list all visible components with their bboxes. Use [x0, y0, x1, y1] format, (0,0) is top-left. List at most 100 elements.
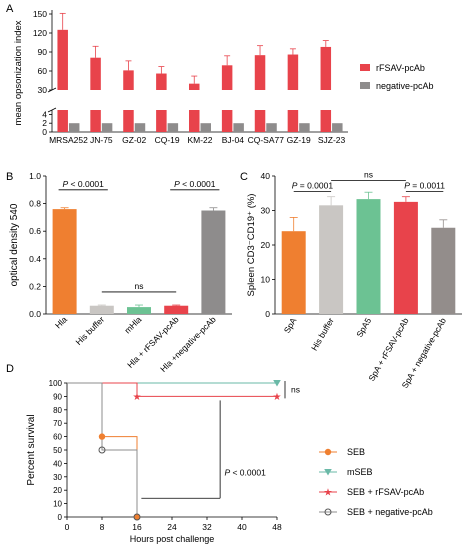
panel-a-bar-negative	[68, 123, 80, 132]
panel-b-y-tick-label: 0.8	[29, 199, 41, 209]
panel-d-x-tick-label: 32	[202, 522, 212, 532]
panel-a-bar-rfsav	[90, 110, 101, 132]
panel-a-y-tick-label: 90	[38, 47, 48, 57]
panel-a-bar-rfsav	[221, 110, 233, 132]
panel-b-bar	[164, 305, 189, 314]
panel-a-bar-rfsav	[221, 65, 233, 90]
panel-b-y-tick-label: 0.2	[29, 281, 41, 291]
panel-c-y-tick-label: 0	[265, 309, 270, 319]
panel-b-y-tick-label: 0.6	[29, 226, 41, 236]
panel-b-bar	[201, 210, 226, 314]
panel-a-bar-negative	[266, 123, 277, 132]
panel-a-x-tick-label: MRSA252	[49, 135, 88, 145]
panel-a-bar-negative	[101, 123, 113, 132]
panel-c-y-tick-label: 40	[261, 171, 271, 181]
panel-a-y-tick-label: 150	[33, 9, 47, 19]
panel-a-x-tick-label: KM-22	[187, 135, 212, 145]
panel-d-x-tick-label: 48	[272, 522, 282, 532]
panel-d-chart: 0 10 20 30 40 50 60 70 80 90 100 0 8 16 24 32 40 48 Percen…	[26, 379, 433, 544]
panel-a-bar-rfsav	[254, 110, 266, 132]
panel-a-bar-negative	[167, 123, 179, 132]
panel-a-y-tick-label: 120	[33, 28, 47, 38]
panel-a-x-tick-label: CQ-SA77	[248, 135, 285, 145]
panel-a-bar-rfsav	[320, 110, 332, 132]
panel-d-legend-marker	[324, 508, 332, 516]
panel-b-x-tick-label: Hla	[53, 314, 69, 330]
panel-d-legend-marker	[324, 469, 332, 476]
panel-d-y-tick-label: 100	[49, 379, 63, 388]
panel-a-bar-rfsav	[189, 83, 200, 90]
panel-d-y-tick-label: 40	[53, 459, 62, 468]
panel-c-x-tick-label: His buffer	[309, 316, 336, 353]
panel-c-y-tick-label: 30	[261, 206, 271, 216]
panel-label-a: A	[6, 3, 14, 15]
panel-d-x-tick-label: 16	[132, 522, 142, 532]
panel-b-significance-label: ns	[135, 281, 144, 291]
panel-d-legend-label: mSEB	[347, 467, 373, 477]
panel-d-y-tick-label: 0	[58, 513, 63, 522]
panel-d-censor-marker	[273, 380, 281, 387]
panel-d-x-axis-label: Hours post challenge	[130, 534, 215, 544]
panel-b-significance-label: P < 0.0001	[63, 179, 105, 189]
panel-d-y-tick-label: 20	[53, 486, 62, 495]
panel-a-bar-rfsav	[123, 70, 134, 90]
panel-c-bar	[356, 199, 381, 314]
panel-a-x-tick-label: BJ-04	[222, 135, 244, 145]
panel-d-censor-marker	[98, 433, 106, 440]
panel-a-y-tick-label: 0	[42, 127, 47, 137]
panel-c-significance-label: P = 0.0001	[292, 181, 334, 191]
panel-a-y-tick-label: 60	[38, 66, 48, 76]
panel-d-y-tick-label: 50	[53, 446, 62, 455]
panel-d-x-tick-label: 8	[100, 522, 105, 532]
panel-d-y-tick-label: 70	[53, 419, 62, 428]
panel-b-chart: 0.0 0.2 0.4 0.6 0.8 1.0 optical density 540 Hla…	[9, 171, 232, 374]
panel-d-y-tick-label: 30	[53, 473, 62, 482]
panel-a-bar-rfsav	[123, 110, 134, 132]
panel-a-x-tick-label: SJZ-23	[318, 135, 346, 145]
panel-d-legend-label: SEB + negative-pcAb	[347, 507, 433, 517]
panel-d-y-tick-label: 90	[53, 392, 62, 401]
panel-d-y-tick-label: 80	[53, 406, 62, 415]
panel-label-c: C	[240, 171, 248, 183]
panel-b-bar	[89, 305, 114, 314]
panel-c-significance-label: P = 0.0011	[404, 181, 445, 191]
panel-a-legend-swatch-rfsav	[360, 64, 370, 71]
panel-a-bar-rfsav	[254, 55, 266, 90]
panel-c-bar	[319, 205, 344, 314]
panel-a-bar-rfsav	[287, 110, 299, 132]
panel-d-pvalue-label: P < 0.0001	[224, 467, 266, 477]
panel-d-x-tick-label: 0	[65, 522, 70, 532]
panel-a-y-tick-label: 30	[38, 85, 48, 95]
panel-a-chart: 30 60 90 120 150 024 mean opsonization index MR…	[13, 9, 434, 145]
panel-d-legend-label: SEB	[347, 447, 365, 457]
panel-b-x-tick-label: mHla	[122, 314, 143, 335]
panel-c-x-tick-label: SpA + rFSAV-pcAb	[366, 316, 411, 383]
panel-d-censor-marker	[98, 446, 106, 454]
panel-a-bar-rfsav	[320, 46, 332, 90]
panel-c-y-tick-label: 20	[261, 240, 271, 250]
panel-d-y-tick-label: 10	[53, 500, 62, 509]
panel-c-bar	[431, 227, 456, 314]
panel-c-chart: 0 10 20 30 40 Spleen CD3⁻CD19⁺ (%) SpA His buff…	[246, 169, 462, 390]
panel-c-bar	[281, 231, 306, 314]
panel-a-bar-negative	[200, 123, 211, 132]
panel-d-y-axis-label: Percent survival	[26, 414, 37, 485]
panel-a-y-axis-label: mean opsonization index	[13, 20, 24, 125]
panel-d-legend-marker: ★	[324, 488, 333, 499]
panel-d-censor-marker	[133, 513, 141, 521]
panel-a-bar-negative	[134, 123, 146, 132]
panel-c-x-tick-label: SpA	[282, 316, 299, 335]
panel-a-bar-rfsav	[189, 110, 200, 132]
panel-a-bar-rfsav	[57, 110, 68, 132]
panel-c-significance-label: ns	[364, 169, 373, 179]
panel-b-y-tick-label: 0.4	[29, 254, 41, 264]
panel-d-x-tick-label: 24	[167, 522, 177, 532]
panel-d-censor-marker: ★	[273, 392, 282, 403]
panel-d-survival-line	[67, 382, 138, 517]
panel-b-y-axis-label: optical density 540	[9, 203, 20, 286]
panel-a-x-tick-label: GZ-19	[287, 135, 311, 145]
panel-d-ns-label: ns	[291, 385, 300, 395]
panel-a-x-tick-label: JN-75	[90, 135, 113, 145]
panel-a-legend-label: rFSAV-pcAb	[376, 63, 425, 73]
panel-a-bar-rfsav	[57, 29, 68, 90]
